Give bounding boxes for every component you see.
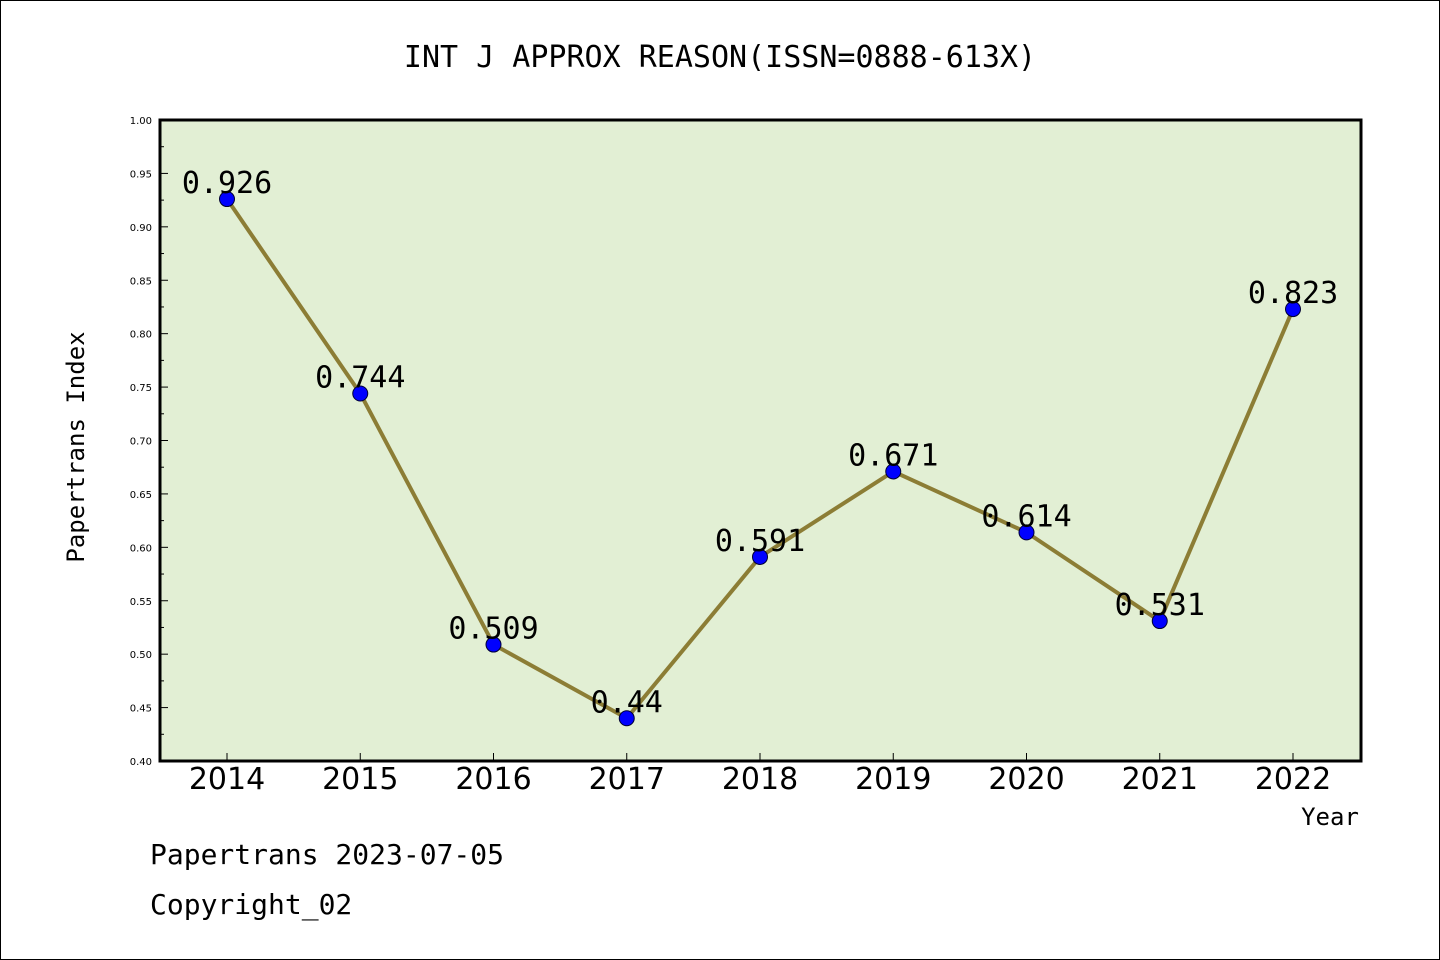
x-tick-label: 2021 <box>1122 762 1198 797</box>
data-label: 0.614 <box>981 499 1071 534</box>
y-tick-label: 0.80 <box>130 330 152 341</box>
data-point <box>885 463 902 480</box>
data-point <box>1285 301 1301 318</box>
data-label: 0.926 <box>182 166 272 201</box>
data-point <box>752 548 768 565</box>
data-label: 0.531 <box>1115 588 1205 623</box>
x-tick-label: 2017 <box>589 762 665 797</box>
x-tick-label: 2019 <box>855 762 931 797</box>
data-points <box>219 191 1301 727</box>
data-point <box>1018 524 1035 541</box>
data-label: 0.823 <box>1248 276 1338 311</box>
y-tick-label: 0.55 <box>130 597 152 608</box>
y-tick-label: 1.00 <box>130 116 152 127</box>
y-tick-label: 0.75 <box>130 383 152 394</box>
footer-copyright: Copyright_02 <box>150 888 352 922</box>
y-tick-label: 0.95 <box>130 169 152 180</box>
data-point <box>618 710 635 727</box>
y-tick-label: 0.40 <box>130 757 152 768</box>
x-axis: 2014 2015 2016 2017 2018 2019 2020 2021 2022 <box>189 753 1331 797</box>
x-tick-label: 2018 <box>722 762 798 797</box>
data-label: 0.744 <box>315 360 405 395</box>
y-axis: 0.40 0.45 0.50 0.55 0.60 0.65 0.70 0.75 0.80 0.85… <box>130 116 168 768</box>
data-point <box>219 191 235 208</box>
data-label: 0.509 <box>448 612 538 647</box>
data-point <box>485 636 502 653</box>
plot-border <box>158 118 1363 763</box>
footer-date: Papertrans 2023-07-05 <box>150 838 504 871</box>
y-tick-label: 0.90 <box>130 223 152 234</box>
y-tick-label: 0.45 <box>130 704 152 715</box>
y-tick-label: 0.65 <box>130 490 152 501</box>
x-tick-label: 2015 <box>322 762 398 797</box>
data-point <box>352 385 369 402</box>
y-tick-label: 0.50 <box>130 650 152 661</box>
chart-title: INT J APPROX REASON(ISSN=0888-613X) <box>404 40 1036 75</box>
y-tick-label: 0.60 <box>130 543 152 554</box>
data-label: 0.671 <box>848 438 938 473</box>
plot-area <box>160 120 1361 761</box>
x-tick-label: 2020 <box>988 762 1064 797</box>
x-tick-label: 2022 <box>1255 762 1331 797</box>
x-tick-label: 2014 <box>189 762 265 797</box>
y-tick-label: 0.70 <box>130 437 152 448</box>
data-label: 0.44 <box>591 685 663 720</box>
y-axis-title: Papertrans Index <box>62 331 90 562</box>
x-tick-label: 2016 <box>455 762 531 797</box>
data-label: 0.591 <box>715 524 805 559</box>
data-labels: 0.926 0.744 0.509 0.44 0.591 0.671 0.614 0.531 0… <box>182 166 1338 720</box>
x-axis-title: Year <box>1301 803 1359 831</box>
y-tick-label: 0.85 <box>130 276 152 287</box>
data-point <box>1151 613 1168 630</box>
